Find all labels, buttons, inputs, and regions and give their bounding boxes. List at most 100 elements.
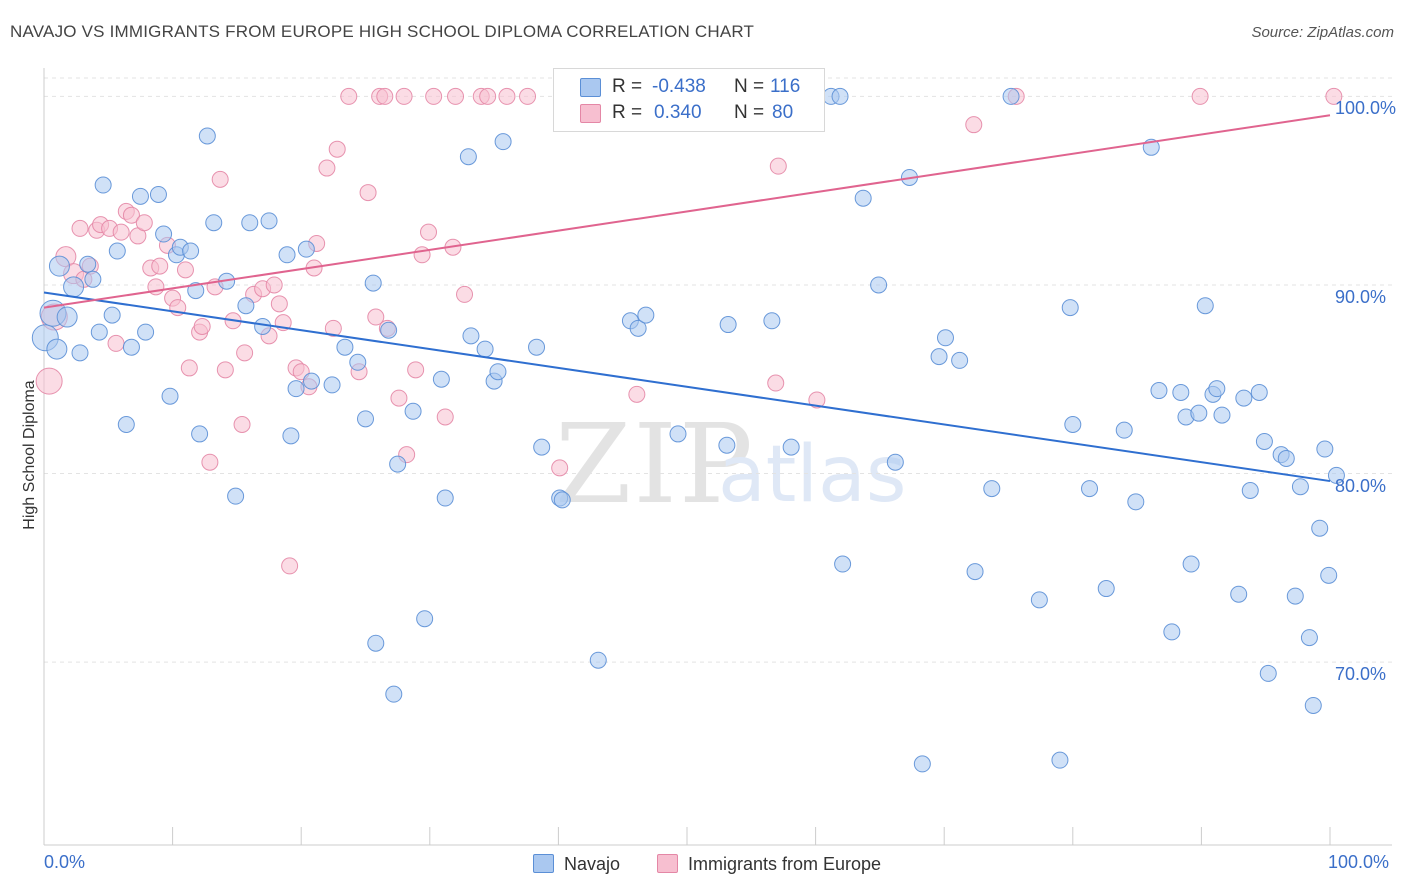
navajo-point-36: [302, 372, 320, 390]
navajo-point-114: [1304, 696, 1322, 714]
navajo-point-38: [336, 338, 354, 356]
navajo-point-14: [131, 187, 149, 205]
navajo-point-78: [930, 348, 948, 366]
europe-point-70: [551, 459, 569, 477]
legend-item-europe[interactable]: Immigrants from Europe: [657, 852, 881, 876]
navajo-point-93: [1150, 382, 1168, 400]
stats-box: R = -0.438 N = 116 R = 0.340 N = 80: [553, 68, 825, 132]
navajo-point-17: [155, 225, 173, 243]
navajo-n-label: N =: [734, 76, 765, 97]
y-tick-label-90: 90.0%: [1335, 286, 1387, 307]
europe-point-50: [359, 184, 377, 202]
navajo-point-55: [494, 133, 512, 151]
navajo-point-56: [528, 338, 546, 356]
trend-lines: [43, 114, 1331, 483]
navajo-point-71: [831, 87, 849, 105]
navajo-point-84: [1030, 591, 1048, 609]
navajo-point-82: [983, 480, 1001, 498]
navajo-point-47: [416, 610, 434, 628]
europe-point-56: [395, 87, 413, 105]
europe-point-26: [201, 453, 219, 471]
navajo-point-51: [462, 327, 480, 345]
navajo-point-29: [241, 214, 259, 232]
navajo-point-89: [1097, 580, 1115, 598]
europe-point-37: [270, 295, 288, 313]
navajo-point-5: [71, 344, 89, 362]
navajo-point-87: [1064, 416, 1082, 434]
navajo-point-68: [763, 312, 781, 330]
navajo-point-62: [629, 319, 647, 337]
navajo-point-49: [436, 489, 454, 507]
stats-row-navajo: R = -0.438 N = 116: [554, 74, 824, 100]
europe-point-25: [193, 317, 211, 335]
navajo-point-9: [94, 176, 112, 194]
europe-point-48: [340, 87, 358, 105]
navajo-point-107: [1255, 432, 1273, 450]
europe-point-78: [1191, 87, 1209, 105]
europe-point-61: [425, 87, 443, 105]
navajo-n-value: 116: [770, 76, 801, 97]
europe-point-36: [265, 276, 283, 294]
navajo-point-105: [1241, 481, 1259, 499]
navajo-point-110: [1277, 449, 1295, 467]
europe-swatch: [580, 104, 601, 123]
navajo-point-63: [637, 306, 655, 324]
legend-item-navajo[interactable]: Navajo: [533, 852, 620, 876]
navajo-point-77: [913, 755, 931, 773]
navajo-point-112: [1291, 478, 1309, 496]
navajo-point-103: [1230, 585, 1248, 603]
x-tick-label-min: 0.0%: [44, 852, 86, 872]
navajo-point-52: [476, 340, 494, 358]
navajo-point-18: [161, 387, 179, 405]
navajo-point-27: [227, 487, 245, 505]
europe-point-65: [456, 285, 474, 303]
navajo-point-85: [1051, 751, 1069, 769]
europe-point-32: [233, 416, 251, 434]
navajo-point-80: [951, 351, 969, 369]
europe-point-59: [413, 246, 431, 264]
europe-point-72: [628, 385, 646, 403]
navajo-point-22: [187, 282, 205, 300]
navajo-point-15: [137, 323, 155, 341]
y-tick-label-70: 70.0%: [1335, 664, 1387, 685]
navajo-point-97: [1182, 555, 1200, 573]
navajo-point-104: [1235, 389, 1253, 407]
navajo-point-13: [122, 338, 140, 356]
navajo-point-79: [936, 329, 954, 347]
navajo-point-37: [323, 376, 341, 394]
navajo-point-69: [782, 438, 800, 456]
navajo-point-86: [1061, 299, 1079, 317]
navajo-point-66: [718, 436, 736, 454]
y-tick-label-80: 80.0%: [1335, 475, 1387, 496]
europe-point-15: [135, 214, 153, 232]
europe-point-29: [216, 361, 234, 379]
navajo-r-value: -0.438: [652, 76, 706, 97]
navajo-point-11: [108, 242, 126, 260]
navajo-point-12: [117, 416, 135, 434]
navajo-point-111: [1286, 587, 1304, 605]
europe-point-55: [390, 389, 408, 407]
navajo-point-60: [589, 651, 607, 669]
navajo-points: [31, 87, 1345, 773]
gridlines: [44, 77, 1392, 663]
europe-point-28: [211, 170, 229, 188]
europe-point-79: [1325, 87, 1343, 105]
europe-n-label: N =: [734, 102, 765, 123]
europe-point-69: [519, 87, 537, 105]
europe-point-53: [376, 87, 394, 105]
navajo-point-108: [1259, 664, 1277, 682]
europe-point-10: [107, 334, 125, 352]
legend-navajo-label: Navajo: [564, 854, 621, 874]
navajo-point-95: [1172, 383, 1190, 401]
navajo-point-67: [719, 316, 737, 334]
navajo-point-115: [1311, 519, 1329, 537]
navajo-point-91: [1127, 493, 1145, 511]
chart-title: NAVAJO VS IMMIGRANTS FROM EUROPE HIGH SC…: [10, 22, 755, 41]
navajo-point-88: [1081, 480, 1099, 498]
navajo-point-4: [63, 276, 85, 298]
navajo-point-64: [669, 425, 687, 443]
europe-point-77: [965, 116, 983, 134]
navajo-point-28: [237, 297, 255, 315]
navajo-point-102: [1213, 406, 1231, 424]
europe-point-11: [112, 223, 130, 241]
